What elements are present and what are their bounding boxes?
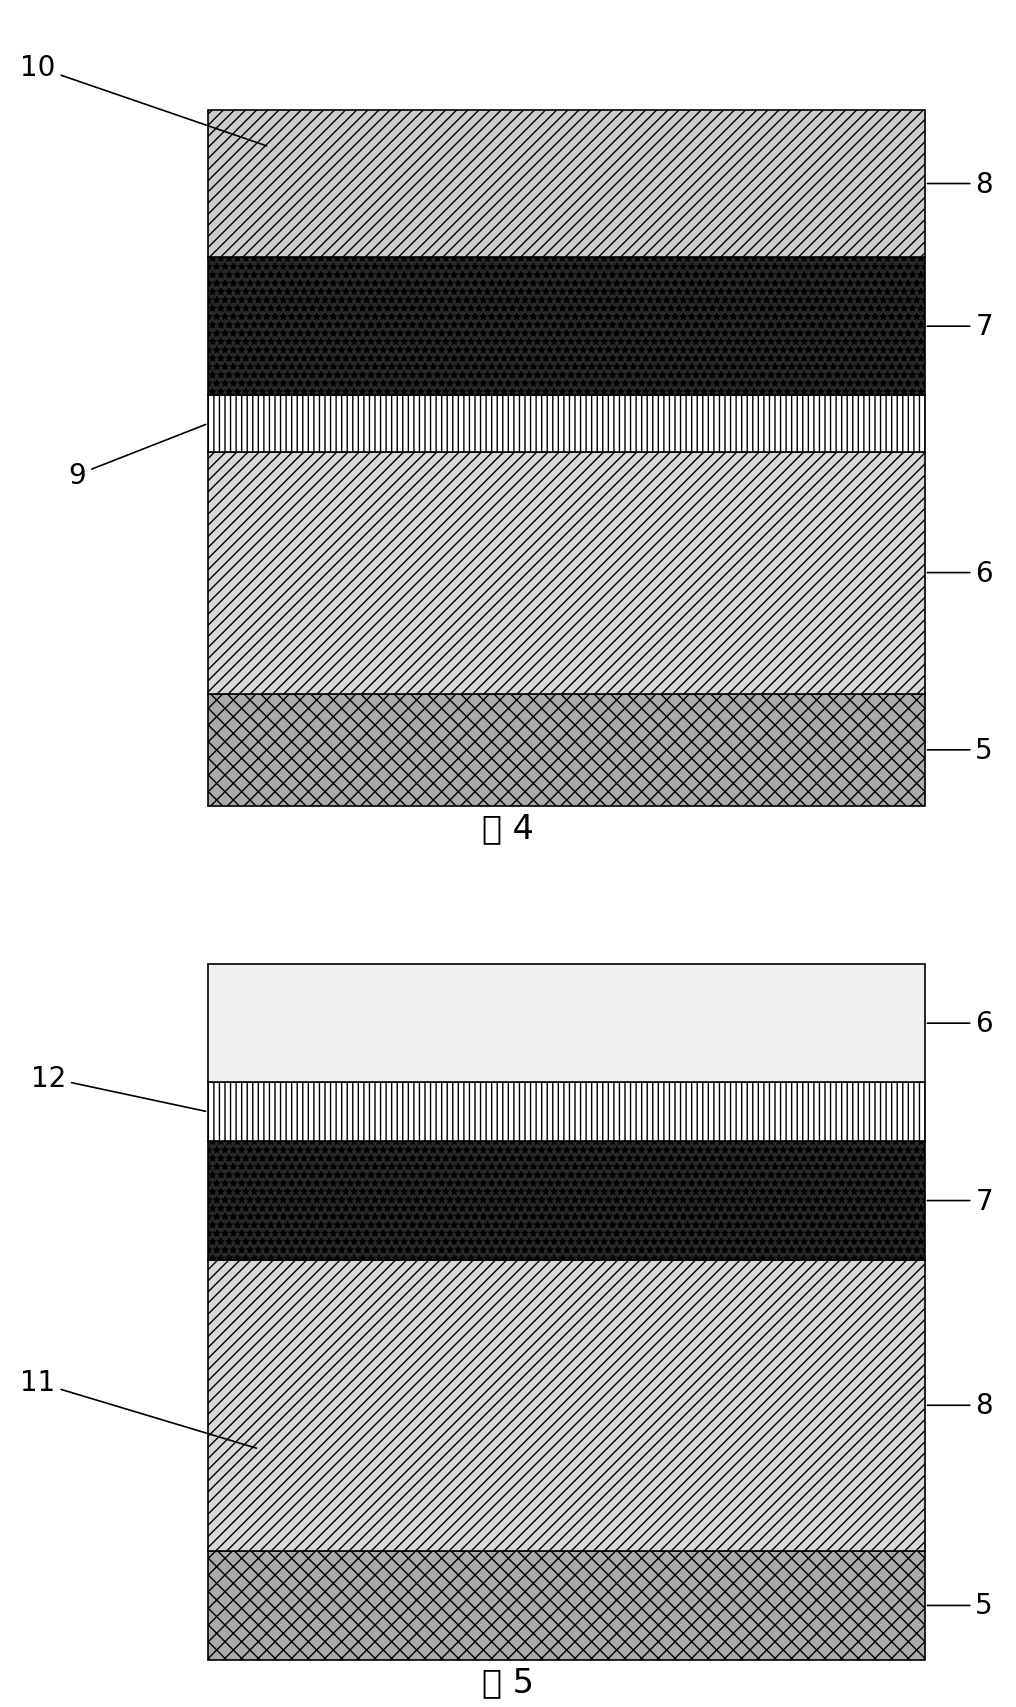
Bar	[208, 452, 925, 695]
Text: 图 5: 图 5	[482, 1666, 534, 1698]
Bar	[208, 1260, 925, 1552]
Bar	[208, 695, 925, 806]
Bar	[208, 1552, 925, 1659]
Text: 10: 10	[20, 55, 266, 147]
Bar	[208, 396, 925, 452]
Text: 5: 5	[928, 736, 993, 765]
Text: 12: 12	[30, 1063, 205, 1111]
Text: 8: 8	[928, 171, 993, 198]
Text: 6: 6	[928, 560, 993, 587]
Text: 7: 7	[928, 312, 993, 341]
Bar	[208, 258, 925, 396]
Bar	[208, 964, 925, 1082]
Text: 9: 9	[69, 425, 205, 490]
Bar	[208, 1082, 925, 1142]
Text: 7: 7	[928, 1186, 993, 1215]
Bar	[208, 1142, 925, 1260]
Text: 图 4: 图 4	[482, 813, 534, 845]
Text: 5: 5	[928, 1591, 993, 1620]
Text: 8: 8	[928, 1391, 993, 1420]
Text: 6: 6	[928, 1009, 993, 1038]
Bar	[208, 111, 925, 258]
Text: 11: 11	[20, 1369, 256, 1448]
